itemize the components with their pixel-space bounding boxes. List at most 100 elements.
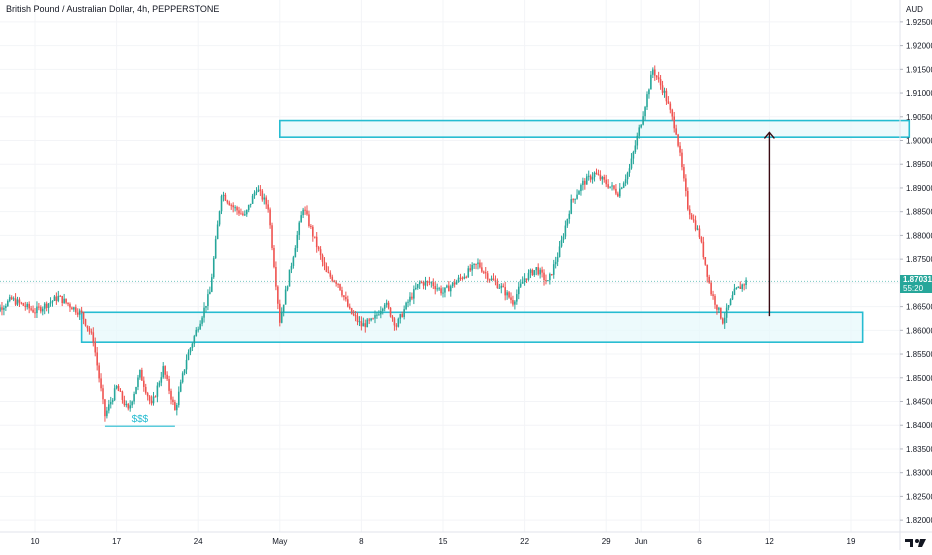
candle-down	[673, 116, 675, 129]
candle-up	[195, 329, 198, 337]
candle-down	[704, 257, 707, 265]
candle-down	[315, 236, 318, 248]
candle-up	[619, 188, 621, 197]
candle-up	[574, 198, 576, 200]
candle-down	[69, 304, 71, 308]
candle-down	[59, 295, 62, 297]
candle-up	[286, 286, 289, 290]
candle-down	[319, 249, 322, 256]
candle-down	[459, 277, 462, 279]
candle-down	[465, 276, 468, 278]
candle-up	[405, 302, 407, 310]
candle-up	[591, 177, 594, 180]
candle-up	[416, 284, 419, 288]
candle-up	[73, 307, 75, 310]
candle-down	[71, 307, 73, 310]
candle-up	[444, 287, 446, 293]
candle-down	[481, 267, 483, 272]
tradingview-logo-icon[interactable]	[903, 536, 929, 550]
candle-up	[185, 359, 188, 370]
candle-down	[348, 306, 351, 309]
candle-down	[88, 328, 91, 332]
candle-up	[413, 289, 415, 299]
candle-up	[47, 303, 50, 308]
candle-up	[418, 282, 421, 285]
candle-down	[389, 307, 392, 317]
candle-down	[146, 393, 149, 397]
candle-up	[249, 203, 252, 205]
candle-up	[634, 145, 637, 153]
annotation-layer[interactable]: $$$	[0, 131, 900, 427]
candle-up	[650, 74, 652, 90]
resistance-zone[interactable]	[278, 119, 911, 138]
candle-down	[259, 189, 262, 191]
candle-up	[733, 288, 736, 296]
candle-down	[313, 236, 316, 238]
candle-down	[261, 190, 264, 200]
candle-up	[438, 288, 440, 290]
candle-down	[428, 281, 431, 283]
candle-down	[391, 316, 394, 319]
candle-up	[632, 152, 635, 159]
candle-down	[675, 128, 677, 135]
candle-up	[300, 215, 302, 223]
candle-up	[290, 265, 293, 270]
candle-down	[488, 279, 491, 281]
candle-down	[698, 228, 701, 238]
candle-down	[269, 209, 271, 226]
candle-up	[177, 391, 180, 406]
candle-up	[516, 294, 518, 302]
candle-down	[265, 197, 267, 205]
candle-down	[117, 385, 120, 392]
time-tick-label: May	[272, 537, 287, 546]
candle-up	[523, 278, 526, 283]
candle-up	[63, 298, 65, 304]
candle-up	[415, 287, 417, 290]
candle-down	[61, 295, 63, 304]
candle-down	[45, 303, 48, 308]
time-tick-label: 24	[194, 537, 203, 546]
candle-up	[636, 135, 639, 146]
candle-up	[580, 185, 582, 192]
candle-down	[721, 318, 724, 324]
zone-layer[interactable]	[80, 119, 911, 343]
candle-up	[564, 225, 567, 237]
candle-up	[622, 183, 625, 188]
candle-down	[617, 193, 619, 197]
price-axis[interactable]: AUD 1.92500 1.92000 1.91500 1.91000 1.90500 1.…	[899, 0, 932, 550]
time-axis[interactable]: 10 17 24 May 8 15 22 29 Jun 6 12 19	[0, 531, 932, 546]
candle-down	[453, 282, 456, 285]
candle-up	[109, 401, 112, 405]
candle-down	[545, 279, 547, 282]
candle-up	[280, 312, 283, 323]
candle-down	[537, 267, 539, 275]
candle-down	[706, 264, 709, 277]
candle-up	[41, 308, 44, 312]
candle-up	[111, 400, 114, 402]
time-tick-label: 10	[31, 537, 40, 546]
candle-up	[554, 261, 557, 265]
candle-up	[8, 297, 11, 301]
candle-down	[327, 271, 330, 273]
candle-down	[24, 305, 27, 308]
candle-up	[568, 213, 571, 220]
candle-down	[595, 172, 598, 175]
candle-down	[716, 304, 718, 310]
candle-up	[547, 280, 549, 282]
candle-down	[681, 152, 683, 168]
candle-down	[708, 276, 710, 283]
liquidity-label: $$$	[132, 414, 149, 425]
candle-up	[556, 256, 559, 262]
candle-up	[552, 264, 555, 275]
support-zone[interactable]	[80, 311, 864, 343]
candle-up	[498, 287, 501, 289]
candle-up	[187, 352, 190, 360]
candle-up	[430, 282, 433, 284]
candle-up	[247, 204, 250, 210]
candle-down	[143, 380, 145, 387]
time-tick-label: 19	[847, 537, 856, 546]
price-tick-label: 1.92000	[906, 42, 932, 51]
candle-down	[170, 390, 172, 400]
